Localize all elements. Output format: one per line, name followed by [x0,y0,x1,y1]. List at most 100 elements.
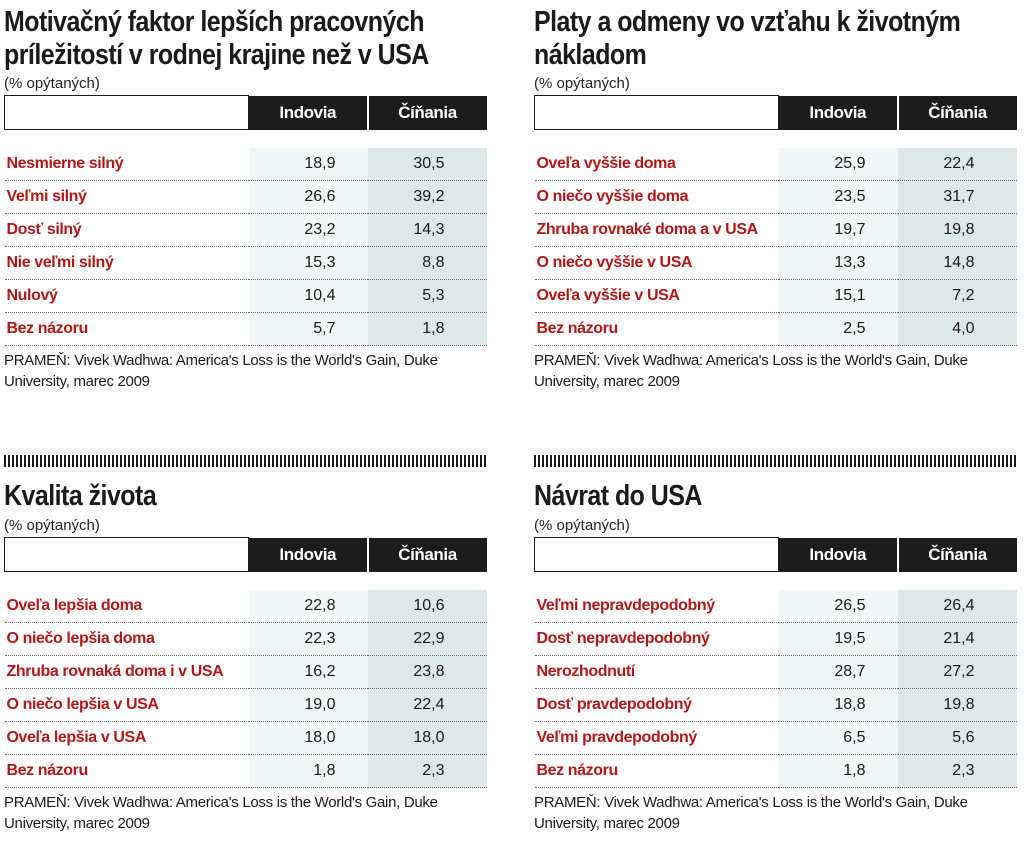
row-label: Bez názoru [4,312,249,346]
source-note: PRAMEŇ: Vivek Wadhwa: America's Loss is … [534,794,968,832]
row-label: Oveľa vyššie doma [534,148,779,181]
cell-cinania: 10,6 [367,590,487,623]
table-header: Indovia Číňania [534,95,1017,130]
row-label: O niečo vyššie doma [534,180,779,214]
table-row: Bez názoru 2,5 4,0 [534,312,1017,346]
panel-quality-of-life: Kvalita života (% opýtaných) Indovia Číň… [4,474,487,834]
header-indovia: Indovia [248,537,368,572]
source-note: PRAMEŇ: Vivek Wadhwa: America's Loss is … [4,352,438,390]
row-label: Nulový [4,279,249,313]
panel-title: Platy a odmeny vo vzťahu k životným nákl… [534,6,961,71]
row-label: Veľmi nepravdepodobný [534,590,779,623]
table-row: Bez názoru 1,8 2,3 [534,754,1017,788]
table-row: Veľmi silný 26,6 39,2 [4,180,487,214]
row-label: Nerozhodnutí [534,655,779,689]
cell-cinania: 2,3 [897,754,1017,788]
cell-indovia: 10,4 [248,279,368,313]
table-row: Zhruba rovnaké doma a v USA 19,7 19,8 [534,213,1017,247]
cell-cinania: 5,6 [897,721,1017,755]
row-label: Dosť pravdepodobný [534,688,779,722]
table-row: Oveľa lepšia v USA 18,0 18,0 [4,721,487,755]
row-label: Bez názoru [534,754,779,788]
panel-title: Návrat do USA [534,480,702,512]
cell-indovia: 23,5 [778,180,898,214]
cell-cinania: 22,9 [367,622,487,656]
header-blank [4,95,249,130]
cell-cinania: 27,2 [897,655,1017,689]
table-row: Oveľa vyššie v USA 15,1 7,2 [534,279,1017,313]
row-label: Bez názoru [534,312,779,346]
cell-indovia: 28,7 [778,655,898,689]
row-label: O niečo lepšia v USA [4,688,249,722]
header-indovia: Indovia [778,537,898,572]
table-header: Indovia Číňania [534,537,1017,572]
header-cinania: Číňania [896,95,1017,130]
data-table: Indovia Číňania Oveľa lepšia doma 22,8 10,… [4,537,487,788]
table-row: Bez názoru 5,7 1,8 [4,312,487,346]
cell-indovia: 22,8 [248,590,368,623]
cell-indovia: 18,8 [778,688,898,722]
table-row: Dosť nepravdepodobný 19,5 21,4 [534,622,1017,656]
cell-indovia: 2,5 [778,312,898,346]
table-header: Indovia Číňania [4,537,487,572]
table-header: Indovia Číňania [4,95,487,130]
cell-cinania: 30,5 [367,148,487,181]
row-label: O niečo vyššie v USA [534,246,779,280]
section-divider [534,455,1016,467]
table-row: Nulový 10,4 5,3 [4,279,487,313]
table-row: Nerozhodnutí 28,7 27,2 [534,655,1017,689]
cell-indovia: 19,0 [248,688,368,722]
cell-indovia: 15,1 [778,279,898,313]
panel-title: Motivačný faktor lepších pracovných príl… [4,6,429,71]
table-row: Dosť silný 23,2 14,3 [4,213,487,247]
table-row: O niečo lepšia doma 22,3 22,9 [4,622,487,656]
cell-cinania: 5,3 [367,279,487,313]
cell-indovia: 1,8 [778,754,898,788]
header-indovia: Indovia [248,95,368,130]
header-cinania: Číňania [366,95,487,130]
header-indovia: Indovia [778,95,898,130]
section-divider [4,455,486,467]
data-table: Indovia Číňania Nesmierne silný 18,9 30,5 … [4,95,487,346]
table-row: O niečo lepšia v USA 19,0 22,4 [4,688,487,722]
table-row: Bez názoru 1,8 2,3 [4,754,487,788]
cell-cinania: 21,4 [897,622,1017,656]
panel-unit: (% opýtaných) [4,517,100,534]
cell-indovia: 19,5 [778,622,898,656]
table-row: O niečo vyššie doma 23,5 31,7 [534,180,1017,214]
cell-cinania: 22,4 [367,688,487,722]
cell-cinania: 19,8 [897,213,1017,247]
panel-unit: (% opýtaných) [534,75,630,92]
cell-indovia: 13,3 [778,246,898,280]
cell-cinania: 8,8 [367,246,487,280]
panel-unit: (% opýtaných) [534,517,630,534]
cell-cinania: 1,8 [367,312,487,346]
table-row: O niečo vyššie v USA 13,3 14,8 [534,246,1017,280]
table-row: Veľmi nepravdepodobný 26,5 26,4 [534,590,1017,623]
row-label: Zhruba rovnaká doma i v USA [4,655,249,689]
table-row: Nie veľmi silný 15,3 8,8 [4,246,487,280]
row-label: Zhruba rovnaké doma a v USA [534,213,779,247]
header-blank [534,95,779,130]
row-label: Dosť nepravdepodobný [534,622,779,656]
source-note: PRAMEŇ: Vivek Wadhwa: America's Loss is … [534,352,968,390]
row-label: Nie veľmi silný [4,246,249,280]
row-label: Veľmi silný [4,180,249,214]
row-label: Dosť silný [4,213,249,247]
panel-title: Kvalita života [4,480,157,512]
cell-indovia: 22,3 [248,622,368,656]
cell-cinania: 22,4 [897,148,1017,181]
cell-cinania: 39,2 [367,180,487,214]
panel-motivation: Motivačný faktor lepších pracovných príl… [4,0,487,392]
table-row: Zhruba rovnaká doma i v USA 16,2 23,8 [4,655,487,689]
cell-cinania: 26,4 [897,590,1017,623]
cell-indovia: 16,2 [248,655,368,689]
cell-indovia: 26,5 [778,590,898,623]
table-row: Dosť pravdepodobný 18,8 19,8 [534,688,1017,722]
cell-cinania: 23,8 [367,655,487,689]
cell-indovia: 15,3 [248,246,368,280]
header-blank [534,537,779,572]
row-label: Veľmi pravdepodobný [534,721,779,755]
row-label: Oveľa vyššie v USA [534,279,779,313]
cell-cinania: 18,0 [367,721,487,755]
